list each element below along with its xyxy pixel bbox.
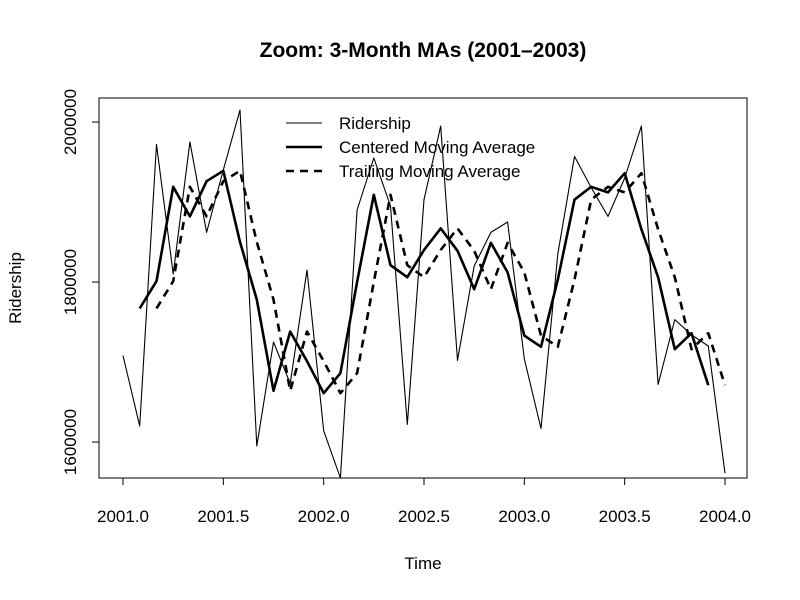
series-layer bbox=[122, 109, 727, 479]
x-tick-label: 2003.5 bbox=[599, 507, 651, 526]
y-axis: 1600000 1800000 2000000 bbox=[61, 89, 99, 475]
x-axis: 2001.0 2001.5 2002.0 2002.5 2003.0 2003.5 2004… bbox=[97, 478, 751, 526]
plot-frame bbox=[98, 97, 748, 479]
legend-label-trailing-ma: Trailing Moving Average bbox=[339, 162, 520, 181]
y-axis-label: Ridership bbox=[6, 252, 25, 324]
x-tick-label: 2004.0 bbox=[699, 507, 751, 526]
legend-label-ridership: Ridership bbox=[339, 114, 411, 133]
x-axis-label: Time bbox=[404, 554, 441, 573]
series-line-centered-moving-average bbox=[138, 169, 710, 395]
chart-title: Zoom: 3-Month MAs (2001–2003) bbox=[260, 39, 587, 62]
y-tick-label: 2000000 bbox=[61, 89, 80, 155]
x-tick-label: 2001.0 bbox=[97, 507, 149, 526]
x-tick-label: 2002.0 bbox=[298, 507, 350, 526]
legend: Ridership Centered Moving Average Traili… bbox=[286, 114, 535, 181]
y-tick-label: 1600000 bbox=[61, 409, 80, 475]
x-tick-label: 2002.5 bbox=[398, 507, 450, 526]
series-line-trailing-moving-average bbox=[155, 169, 727, 395]
y-tick-label: 1800000 bbox=[61, 249, 80, 315]
legend-label-centered-ma: Centered Moving Average bbox=[339, 138, 535, 157]
x-tick-label: 2001.5 bbox=[197, 507, 249, 526]
x-tick-label: 2003.0 bbox=[498, 507, 550, 526]
